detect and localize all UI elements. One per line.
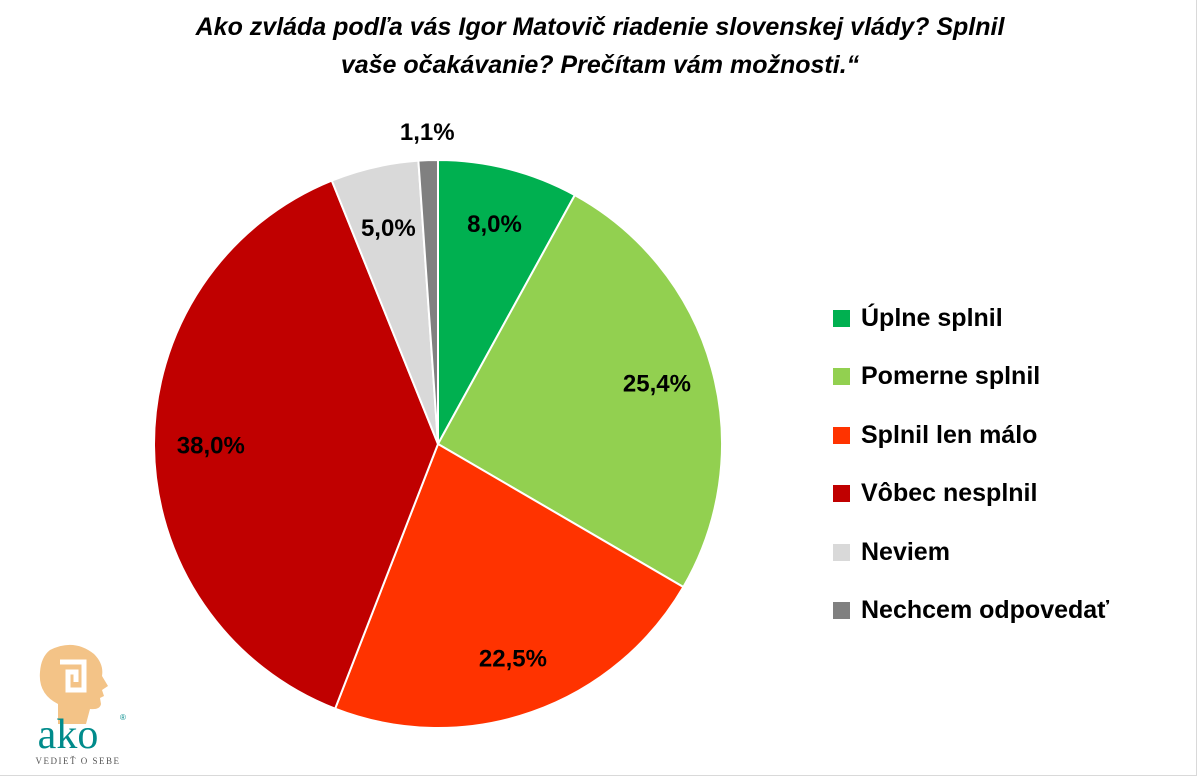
chart-title-line-2: vaše očakávanie? Prečítam vám možnosti.“ xyxy=(340,51,860,79)
data-label-neviem: 5,0% xyxy=(361,215,416,242)
pie-slice-uplne-splnil xyxy=(437,158,577,445)
logo-tagline: VEDIEŤ O SEBE xyxy=(36,756,121,766)
legend-label: Vôbec nesplnil xyxy=(861,479,1038,508)
data-label-uplne-splnil: 8,0% xyxy=(467,211,522,238)
pie-slice-nechcem-odpovedat xyxy=(417,158,439,445)
legend-swatch xyxy=(833,309,850,327)
ako-logo: ako ® VEDIEŤ O SEBE xyxy=(28,640,138,770)
logo-brand-text: ako xyxy=(38,712,99,758)
data-label-nechcem-odpovedat: 1,1% xyxy=(400,119,455,146)
pie-slice-pomerne-splnil xyxy=(436,193,723,589)
legend: Úplne splnil Pomerne splnil Splnil len mál… xyxy=(833,289,1109,640)
legend-item-pomerne-splnil: Pomerne splnil xyxy=(833,348,1109,407)
legend-item-nechcem-odpovedat: Nechcem odpovedať xyxy=(833,582,1109,641)
ako-head-icon: ako ® VEDIEŤ O SEBE xyxy=(36,644,126,766)
legend-item-neviem: Neviem xyxy=(833,523,1109,582)
legend-label: Neviem xyxy=(861,537,950,566)
logo-registered-mark: ® xyxy=(120,713,126,722)
legend-item-splnil-len-malo: Splnil len málo xyxy=(833,406,1109,465)
chart-title: Ako zvláda podľa vás Igor Matovič riaden… xyxy=(100,8,1100,84)
legend-swatch xyxy=(833,426,850,444)
legend-item-vobec-nesplnil: Vôbec nesplnil xyxy=(833,465,1109,524)
legend-label: Nechcem odpovedať xyxy=(861,596,1110,625)
pie-data-labels: 8,0% 25,4% 22,5% 38,0% 5,0% 1,1% xyxy=(177,119,691,673)
legend-swatch xyxy=(833,368,850,386)
data-label-pomerne-splnil: 25,4% xyxy=(623,370,691,397)
legend-swatch xyxy=(833,602,850,620)
data-label-vobec-nesplnil: 38,0% xyxy=(177,432,245,459)
legend-swatch xyxy=(833,485,850,503)
chart-title-line-1: Ako zvláda podľa vás Igor Matovič riaden… xyxy=(195,13,1005,41)
legend-label: Úplne splnil xyxy=(861,303,1003,332)
legend-swatch xyxy=(833,543,850,561)
data-label-splnil-len-malo: 22,5% xyxy=(479,645,547,672)
pie-slices xyxy=(153,158,723,729)
legend-label: Splnil len málo xyxy=(861,420,1038,449)
legend-item-uplne-splnil: Úplne splnil xyxy=(833,289,1109,348)
pie-slice-splnil-len-malo xyxy=(333,442,685,729)
legend-label: Pomerne splnil xyxy=(861,362,1041,391)
pie-slice-vobec-nesplnil xyxy=(153,179,440,711)
